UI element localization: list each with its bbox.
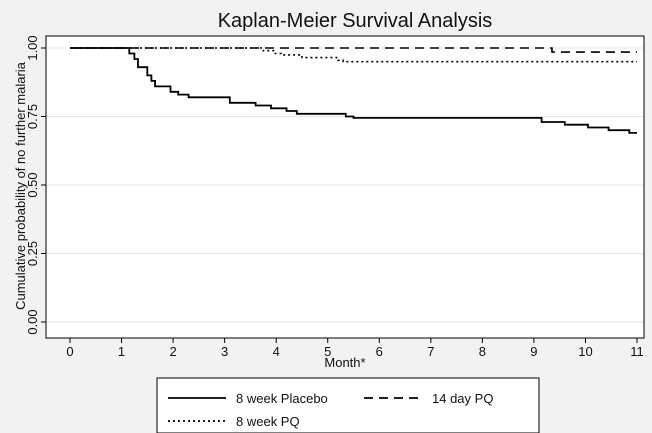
y-tick-label-4: 1.00: [25, 35, 40, 60]
x-axis: 0 1 2 3 4 5 6 7 8 9 10 11: [66, 338, 644, 359]
x-tick-label-10: 10: [578, 344, 592, 359]
x-tick-label-6: 6: [376, 344, 383, 359]
legend-label-8-week-pq: 8 week PQ: [236, 414, 300, 429]
y-axis-title: Cumulative probability of no further mal…: [13, 61, 28, 310]
y-tick-label-1: 0.25: [25, 241, 40, 266]
chart-title: Kaplan-Meier Survival Analysis: [218, 10, 493, 32]
x-tick-label-7: 7: [427, 344, 434, 359]
legend: 8 week Placebo 14 day PQ 8 week PQ: [156, 377, 540, 433]
series-line-14-day-pq: [70, 47, 637, 53]
x-tick-label-11: 11: [630, 344, 644, 359]
series-layer: [70, 47, 637, 134]
series-line-8-week-placebo: [70, 47, 637, 134]
x-tick-label-0: 0: [66, 344, 73, 359]
x-tick-label-4: 4: [273, 344, 280, 359]
legend-label-8-week-placebo: 8 week Placebo: [236, 391, 328, 406]
legend-box: [156, 377, 540, 433]
x-tick-label-3: 3: [221, 344, 228, 359]
x-tick-label-1: 1: [118, 344, 125, 359]
plot-area: [45, 35, 645, 339]
x-axis-title: Month*: [324, 355, 365, 370]
x-tick-label-8: 8: [479, 344, 486, 359]
x-tick-label-5: 5: [324, 344, 331, 359]
legend-label-14-day-pq: 14 day PQ: [432, 391, 493, 406]
x-tick-label-2: 2: [169, 344, 176, 359]
y-tick-label-3: 0.75: [25, 104, 40, 129]
x-tick-label-9: 9: [530, 344, 537, 359]
y-tick-label-0: 0.00: [25, 309, 40, 334]
y-axis: 0.00 0.25 0.50 0.75 1.00: [25, 35, 46, 335]
y-tick-label-2: 0.50: [25, 172, 40, 197]
